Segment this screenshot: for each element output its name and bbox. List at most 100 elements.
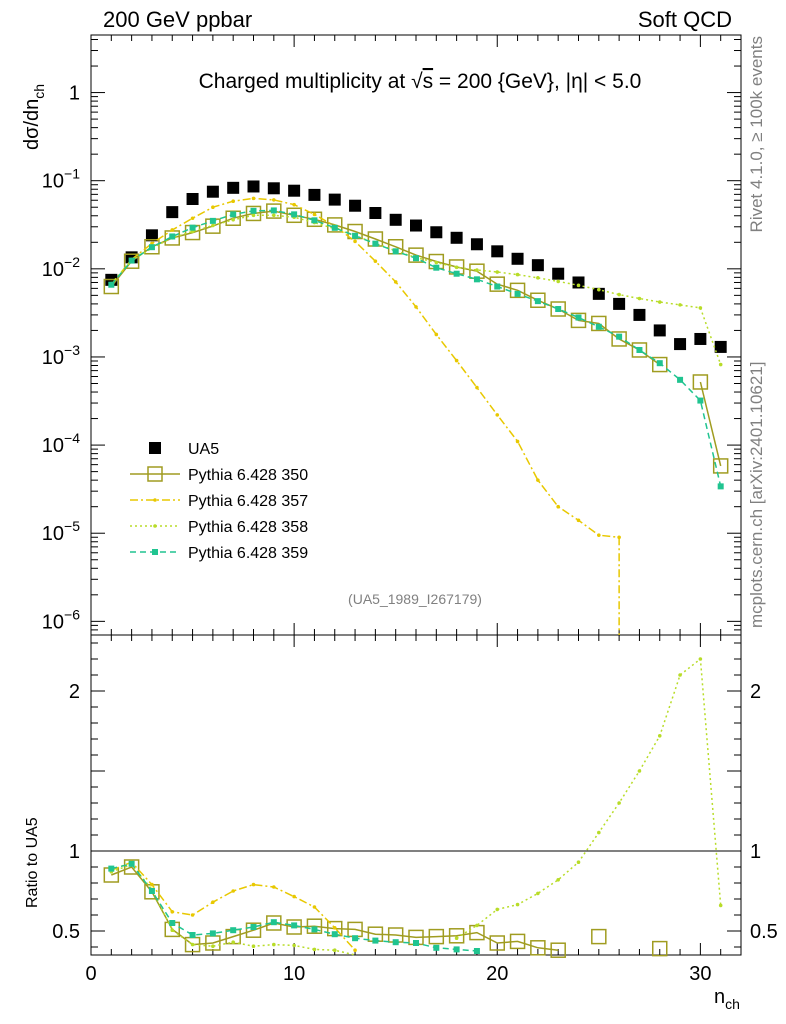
series-3-point xyxy=(576,283,581,288)
series-1-line xyxy=(110,210,661,366)
series-3-ratio-point xyxy=(515,902,520,907)
series-0-point xyxy=(389,213,402,226)
legend-label-3: Pythia 6.428 358 xyxy=(188,519,308,536)
series-1-ratio-point xyxy=(286,919,302,935)
series-2-point xyxy=(556,504,560,509)
series-0-point xyxy=(349,199,362,212)
series-3-ratio-point xyxy=(617,801,621,805)
series-2-point xyxy=(414,305,418,309)
series-3-point xyxy=(617,292,621,297)
series-4-ratio-point xyxy=(189,932,196,938)
series-1-point xyxy=(631,342,648,358)
y-tick-label: 10−2 xyxy=(42,254,80,281)
series-3-point xyxy=(211,223,215,228)
series-3-ratio-point xyxy=(332,948,337,952)
series-4-ratio-point xyxy=(250,924,257,930)
series-1-point xyxy=(550,301,566,317)
ratio-tick-label-left: 0.5 xyxy=(52,921,80,943)
series-0-point xyxy=(267,182,280,195)
series-1-ratio-point xyxy=(550,942,566,958)
series-0-point xyxy=(572,276,585,289)
series-3-point xyxy=(698,306,703,310)
series-4-point xyxy=(230,211,237,218)
series-3-ratio-line xyxy=(456,657,722,939)
series-3-ratio-point xyxy=(292,943,296,948)
series-0-point xyxy=(308,188,321,201)
legend-label-2: Pythia 6.428 357 xyxy=(188,493,308,510)
legend-label-4: Pythia 6.428 359 xyxy=(188,545,308,562)
legend-marker-0 xyxy=(149,442,161,454)
series-2-point xyxy=(211,205,215,210)
series-2-ratio-point xyxy=(190,913,195,917)
series-3-ratio-point xyxy=(718,903,723,908)
series-2-point xyxy=(251,196,256,201)
series-1-point xyxy=(225,210,241,226)
series-2-ratio-point xyxy=(353,948,357,952)
series-3-point xyxy=(637,296,642,301)
series-1-ratio-point xyxy=(489,935,505,951)
series-0-point xyxy=(145,229,158,242)
series-3-ratio-point xyxy=(657,734,662,738)
y-tick-label: 10−6 xyxy=(42,606,80,633)
series-3-point xyxy=(454,265,459,270)
series-4-point xyxy=(352,232,359,239)
series-3-point xyxy=(231,218,235,222)
y-tick-label: 1 xyxy=(69,83,80,105)
series-2-point xyxy=(373,259,378,264)
x-tick-label: 0 xyxy=(85,963,96,985)
series-1-point xyxy=(123,253,140,269)
series-1-ratio-point xyxy=(591,928,607,945)
series-2-point xyxy=(170,228,175,232)
series-4-point xyxy=(656,360,663,367)
series-2-ratio-point xyxy=(170,910,175,914)
series-3-point xyxy=(251,213,256,218)
series-2-point xyxy=(231,199,235,204)
series-2-ratio-point xyxy=(332,926,337,930)
series-2-point xyxy=(272,198,276,202)
series-0-point xyxy=(369,207,382,220)
main-plot-area xyxy=(103,180,729,635)
series-3-ratio-point xyxy=(597,830,601,835)
series-0-point xyxy=(613,297,626,310)
legend-label-1: Pythia 6.428 350 xyxy=(188,467,308,484)
series-2-point xyxy=(475,385,479,390)
series-2-ratio-point xyxy=(231,889,235,893)
ratio-tick-label-right: 1 xyxy=(750,841,761,863)
series-0-point xyxy=(470,238,483,251)
series-2-ratio-point xyxy=(272,885,276,889)
series-2-point xyxy=(190,216,195,221)
series-0-point xyxy=(491,245,504,258)
series-3-point xyxy=(272,213,276,218)
series-3-ratio-point xyxy=(231,940,235,944)
legend-label-0: UA5 xyxy=(188,441,219,458)
series-3-point xyxy=(536,276,540,280)
series-3-point xyxy=(475,268,479,272)
series-4-point xyxy=(392,248,399,255)
series-4-point xyxy=(433,264,440,271)
mcplots-label: mcplots.cern.ch [arXiv:2401.10621] xyxy=(747,362,766,628)
series-4-ratio-point xyxy=(453,946,460,953)
series-0-point xyxy=(552,267,565,280)
ratio-tick-label-right: 2 xyxy=(750,681,761,703)
series-3-ratio-point xyxy=(536,891,540,896)
series-2-ratio-point xyxy=(150,882,154,887)
series-3-point xyxy=(556,279,560,284)
series-2-point xyxy=(434,332,439,337)
series-3-ratio-point xyxy=(251,944,256,948)
series-4-point xyxy=(169,233,176,240)
series-0-point xyxy=(125,251,138,264)
series-0-point xyxy=(531,259,544,272)
series-1-point xyxy=(286,207,302,224)
series-4-ratio-point xyxy=(291,922,298,929)
series-4-point xyxy=(311,217,318,224)
series-2-point xyxy=(393,280,398,284)
series-4-ratio-point xyxy=(331,931,338,938)
series-1-point xyxy=(408,247,424,263)
series-4-ratio-point xyxy=(392,939,399,946)
series-4-point xyxy=(717,483,724,490)
series-4-point xyxy=(372,240,379,247)
series-3-point xyxy=(657,300,662,304)
series-3-ratio-point xyxy=(190,942,195,947)
series-0-point xyxy=(674,338,687,351)
